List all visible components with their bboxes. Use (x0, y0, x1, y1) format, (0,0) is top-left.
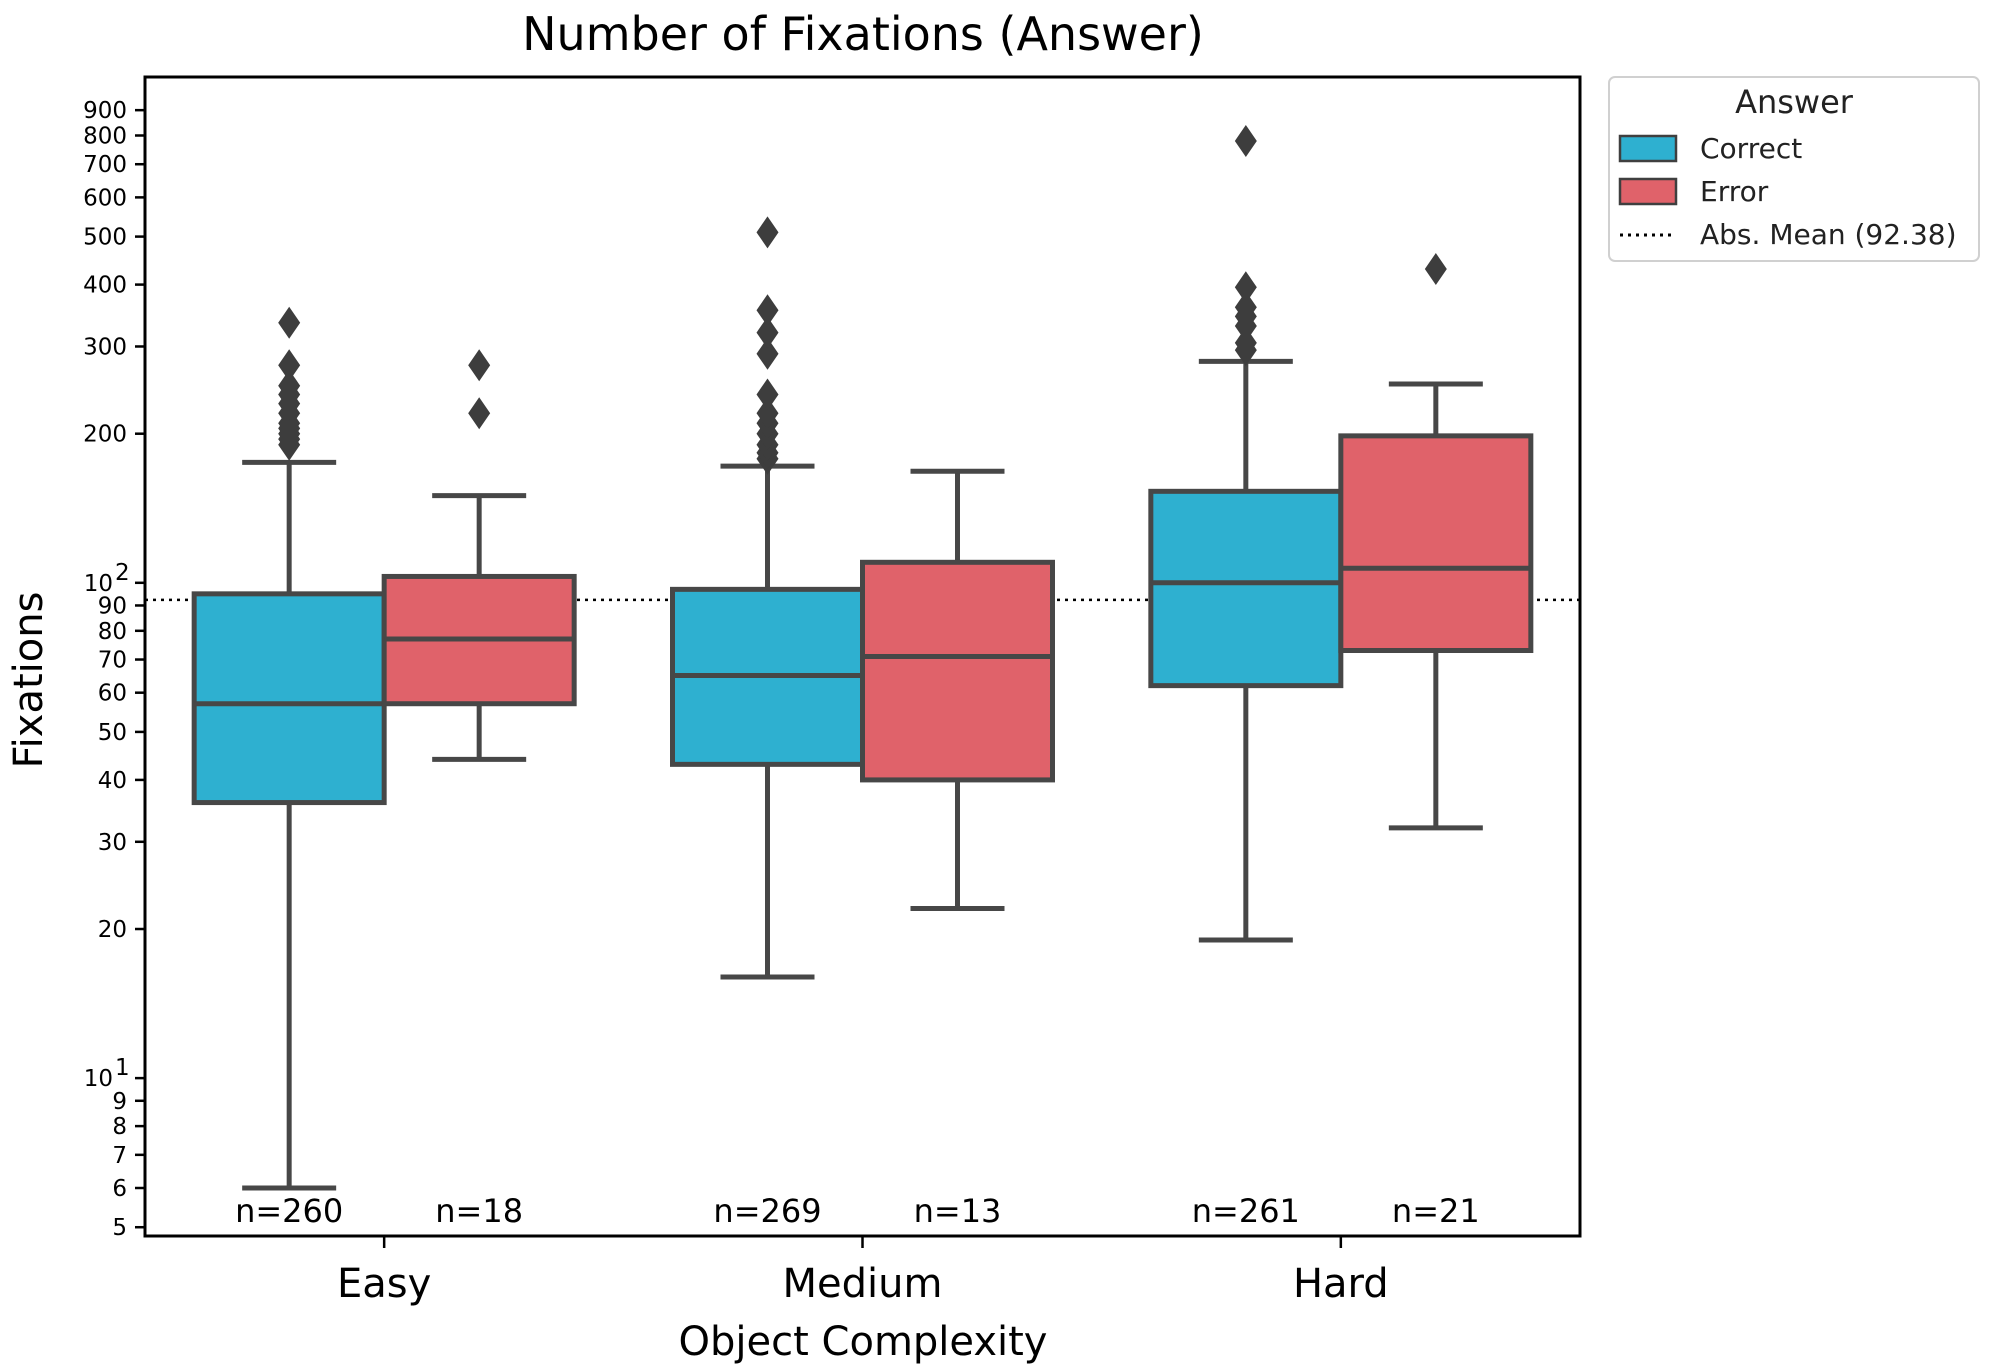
y-tick-label: 300 (83, 334, 127, 360)
outlier-easy-error (468, 397, 491, 430)
outlier-medium-correct (756, 294, 779, 327)
box-medium-error: n=13 (860, 468, 1055, 1230)
y-tick-label: 40 (98, 768, 127, 794)
y-tick-label: 200 (83, 422, 127, 448)
legend-swatch-error (1618, 177, 1678, 206)
outlier-medium-correct (756, 337, 779, 370)
outlier-hard-correct (1234, 271, 1257, 304)
y-tick-label: 90 (98, 593, 127, 619)
box-hard-error: n=21 (1338, 253, 1534, 1230)
y-tick-exponent: 2 (115, 560, 130, 586)
y-tick-label: 7 (112, 1143, 127, 1169)
y-tick-label: 80 (98, 619, 127, 645)
legend-label-mean: Abs. Mean (92.38) (1700, 218, 1957, 251)
outlier-medium-correct (756, 378, 779, 411)
outlier-hard-correct (1234, 124, 1257, 157)
outlier-hard-correct (1234, 291, 1257, 324)
y-tick-label: 900 (83, 98, 127, 124)
outlier-easy-correct (278, 306, 301, 339)
y-tick-label: 8 (112, 1114, 127, 1140)
chart-title: Number of Fixations (Answer) (522, 7, 1204, 61)
y-tick-label: 600 (83, 185, 127, 211)
y-tick-label: 30 (98, 830, 127, 856)
y-tick-label: 70 (98, 648, 127, 674)
n-label-easy-correct: n=260 (235, 1192, 343, 1230)
outlier-medium-correct (756, 316, 779, 349)
box-marks: n=260 n=269 n=261 n=18 n=13 n=21 (191, 124, 1534, 1230)
n-label-hard-correct: n=261 (1192, 1192, 1300, 1230)
iqr-box-easy-correct (191, 591, 387, 806)
iqr-box-hard-error (1338, 433, 1534, 654)
y-tick-label: 500 (83, 225, 127, 251)
y-tick-exponent: 1 (115, 1055, 130, 1081)
iqr-box-hard-correct (1148, 488, 1344, 689)
y-tick-label: 10 (84, 571, 113, 597)
outlier-easy-correct (278, 349, 301, 382)
legend: Answer Correct Error Abs. Mean (92.38) (1608, 76, 1980, 262)
box-hard-correct: n=261 (1148, 124, 1344, 1230)
y-tick-label: 5 (112, 1215, 127, 1241)
legend-frame (1608, 76, 1980, 262)
box-easy-correct: n=260 (191, 306, 387, 1230)
y-tick-label: 6 (112, 1176, 127, 1202)
legend-label-error: Error (1700, 175, 1769, 208)
outlier-easy-correct (278, 369, 301, 402)
outlier-medium-correct (756, 397, 779, 430)
y-tick-label: 800 (83, 123, 127, 149)
x-tick-label-easy: Easy (337, 1261, 431, 1307)
y-tick-label: 10 (84, 1066, 113, 1092)
outlier-hard-correct (1234, 326, 1257, 359)
n-label-medium-error: n=13 (914, 1192, 1002, 1230)
x-tick-label-hard: Hard (1293, 1261, 1389, 1307)
legend-label-correct: Correct (1700, 132, 1802, 165)
n-label-hard-error: n=21 (1392, 1192, 1480, 1230)
x-axis-title: Object Complexity (679, 1319, 1048, 1365)
y-tick-label: 50 (98, 720, 127, 746)
y-tick-label: 20 (98, 917, 127, 943)
outlier-medium-correct (756, 216, 779, 249)
n-label-easy-error: n=18 (435, 1192, 523, 1230)
y-tick-label: 60 (98, 681, 127, 707)
y-tick-label: 9 (112, 1089, 127, 1115)
legend-title: Answer (1735, 83, 1854, 121)
y-tick-label: 700 (83, 152, 127, 178)
x-tick-label-medium: Medium (783, 1261, 943, 1307)
box-medium-correct: n=269 (670, 216, 865, 1230)
y-axis-title: Fixations (6, 592, 52, 769)
y-tick-label: 400 (83, 273, 127, 299)
outlier-easy-error (468, 349, 491, 382)
outlier-hard-error (1424, 253, 1447, 286)
box-easy-error: n=18 (381, 349, 577, 1230)
iqr-box-medium-error (860, 559, 1055, 783)
legend-swatch-correct (1618, 134, 1678, 163)
n-label-medium-correct: n=269 (713, 1192, 821, 1230)
